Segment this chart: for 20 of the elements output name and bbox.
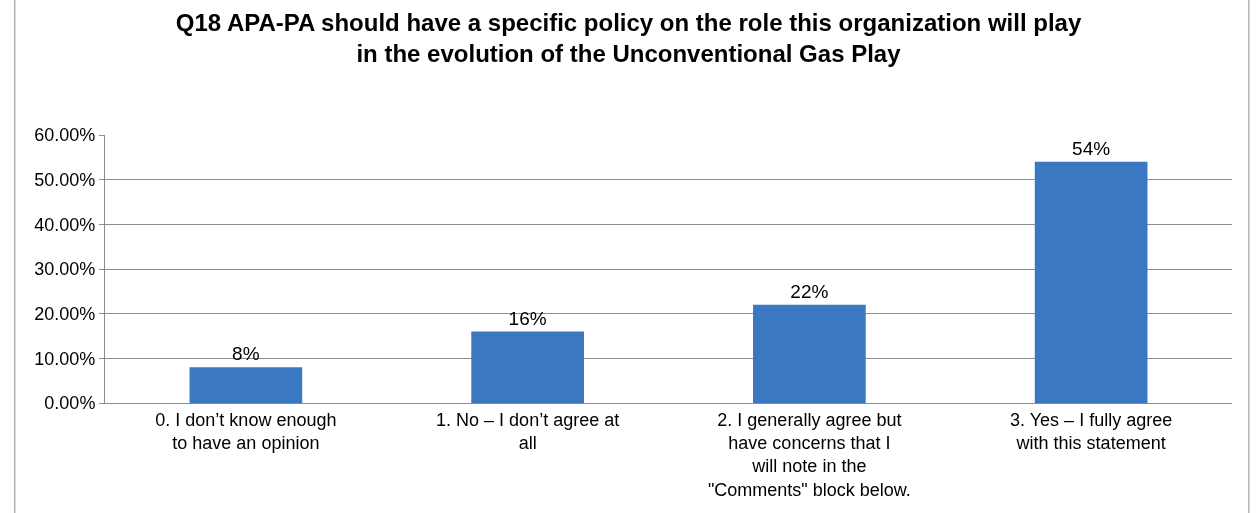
x-tick-label: 3. Yes – I fully agree with this statement <box>1010 409 1173 453</box>
x-tick-label: 1. No – I don’t agree at all <box>436 409 620 453</box>
bar <box>189 367 303 403</box>
y-tick-label: 30.00% <box>34 259 96 280</box>
data-label: 22% <box>790 280 829 302</box>
bar <box>753 304 866 403</box>
y-tick-label: 50.00% <box>34 169 96 190</box>
y-tick-label: 20.00% <box>34 303 96 324</box>
x-tick-label: 2. I generally agree but have concerns that I will note in the "Comments" block below. <box>707 409 911 500</box>
bar <box>471 331 584 403</box>
y-tick-label: 60.00% <box>34 125 96 146</box>
data-label: 8% <box>232 343 260 365</box>
x-tick-label: 0. I don’t know enough to have an opinion <box>155 409 337 453</box>
data-label: 16% <box>508 307 547 329</box>
data-label: 54% <box>1072 137 1111 159</box>
y-tick-label: 40.00% <box>34 214 96 235</box>
y-tick-label: 10.00% <box>34 348 96 369</box>
y-tick-label: 0.00% <box>44 393 96 414</box>
bar <box>1034 161 1148 403</box>
chart-title: Q18 APA-PA should have a specific policy on the role this organization will play in the evolution of the Unconventional Gas Play <box>175 8 1082 67</box>
